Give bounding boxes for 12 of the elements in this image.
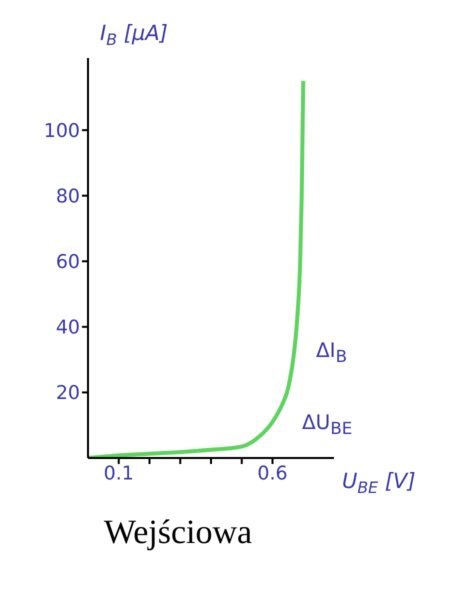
x-axis-title: U$_{BE}$ [V] [342, 469, 416, 497]
y-tick-label: 20 [56, 382, 80, 404]
annotation: ΔI$_{B}$ [316, 338, 348, 366]
x-tick-label: 0.1 [104, 462, 134, 484]
annotation: ΔU$_{BE}$ [302, 410, 352, 438]
y-axis-title: I$_{B}$ [μA] [100, 21, 168, 49]
y-tick-label: 40 [56, 316, 80, 339]
text: Wejściowa [102, 514, 254, 552]
y-tick-label: 60 [56, 251, 80, 274]
y-tick-label: 80 [56, 185, 80, 208]
x-tick-label: 0.6 [257, 462, 288, 484]
y-tick-label: 100 [44, 120, 80, 142]
